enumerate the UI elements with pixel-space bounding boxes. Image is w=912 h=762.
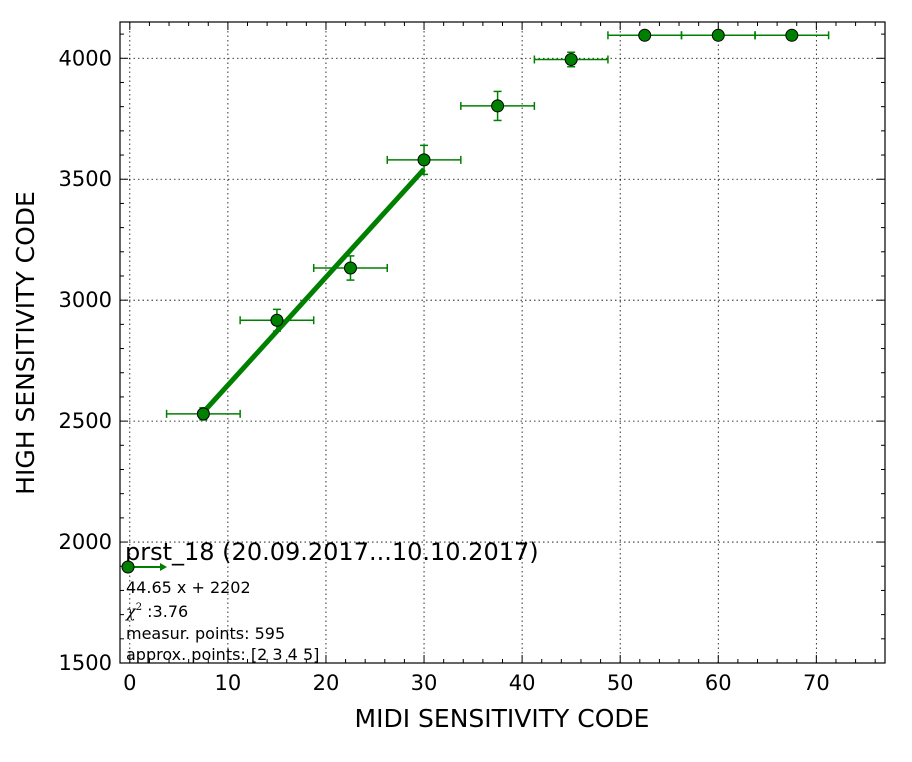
data-point [165, 407, 241, 421]
plot-frame [119, 21, 886, 664]
point-marker [638, 28, 652, 42]
legend-fit-label: 44.65 x + 2202 [126, 578, 251, 597]
data-point [607, 28, 683, 42]
legend-title: prst_18 (20.09.2017...10.10.2017) [125, 538, 539, 566]
data-point [312, 255, 389, 281]
y-tick-label: 4000 [59, 46, 112, 70]
y-tick-label: 2500 [59, 409, 112, 433]
x-tick-label: 70 [803, 671, 830, 695]
data-points [165, 28, 830, 421]
point-marker [343, 261, 357, 275]
x-tick-label: 30 [411, 671, 438, 695]
y-tick-label: 3000 [59, 288, 112, 312]
point-marker [491, 99, 505, 113]
x-tick-label: 20 [313, 671, 340, 695]
point-marker [711, 28, 725, 42]
data-point [533, 51, 609, 68]
data-point [754, 28, 830, 42]
legend-measur-points: measur. points: 595 [126, 624, 285, 643]
fit-line [201, 167, 426, 414]
point-marker [785, 28, 799, 42]
data-point [680, 28, 756, 42]
x-tick-label: 10 [215, 671, 242, 695]
legend-marker [121, 560, 167, 574]
data-point [386, 144, 462, 176]
point-marker [270, 313, 284, 327]
fit-line-group [201, 167, 426, 414]
y-tick-label: 3500 [59, 167, 112, 191]
grid [120, 22, 885, 663]
legend: prst_18 (20.09.2017...10.10.2017) 44.65 … [121, 538, 539, 664]
x-tick-label: 40 [509, 671, 536, 695]
legend-approx-points: approx. points: [2 3 4 5] [126, 645, 319, 664]
x-tick-label: 60 [705, 671, 732, 695]
x-axis-label: MIDI SENSITIVITY CODE [355, 704, 650, 733]
tick-labels: 0 10 20 30 40 50 60 70 1500 2000 2500 3000 3500 4000 [59, 46, 830, 695]
chi-value: :3.76 [142, 602, 188, 621]
y-tick-label: 2000 [59, 530, 112, 554]
y-axis-label: HIGH SENSITIVITY CODE [11, 191, 40, 495]
x-tick-label: 0 [123, 671, 136, 695]
y-tick-label: 1500 [59, 651, 112, 675]
axis-ticks [120, 22, 885, 664]
point-marker [196, 407, 210, 421]
x-tick-label: 50 [607, 671, 634, 695]
data-point [239, 308, 315, 332]
chi-symbol: χ [125, 602, 137, 621]
legend-chi-line: χ2 :3.76 [125, 602, 188, 621]
chi-power: 2 [136, 602, 142, 613]
point-marker [564, 52, 578, 66]
point-marker [417, 153, 431, 167]
data-point [460, 90, 536, 122]
